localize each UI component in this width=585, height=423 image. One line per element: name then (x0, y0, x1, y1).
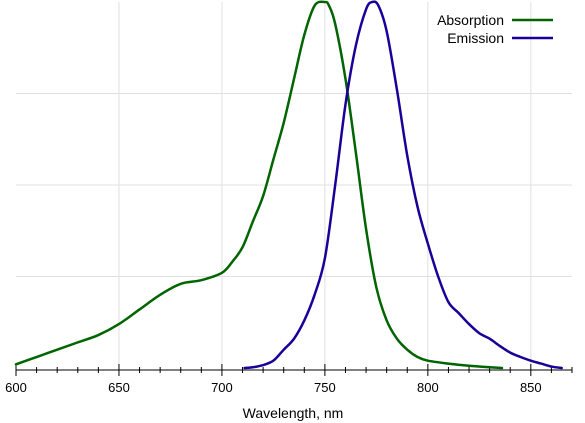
series-line-absorption (14, 0, 504, 370)
x-axis: 600 650 700 750 800 850 (5, 364, 573, 395)
legend-label-emission: Emission (447, 30, 504, 46)
legend: Absorption Emission (437, 12, 553, 46)
series-layer (14, 0, 563, 370)
x-tick-label: 750 (314, 380, 336, 395)
legend-label-absorption: Absorption (437, 12, 504, 28)
series-line-emission (243, 0, 563, 370)
x-axis-title: Wavelength, nm (243, 405, 344, 421)
x-tick-label: 600 (5, 380, 27, 395)
x-tick-label: 650 (108, 380, 130, 395)
x-tick-label: 700 (211, 380, 233, 395)
grid-layer (16, 2, 572, 370)
x-tick-label: 800 (417, 380, 439, 395)
x-tick-label: 850 (520, 380, 542, 395)
